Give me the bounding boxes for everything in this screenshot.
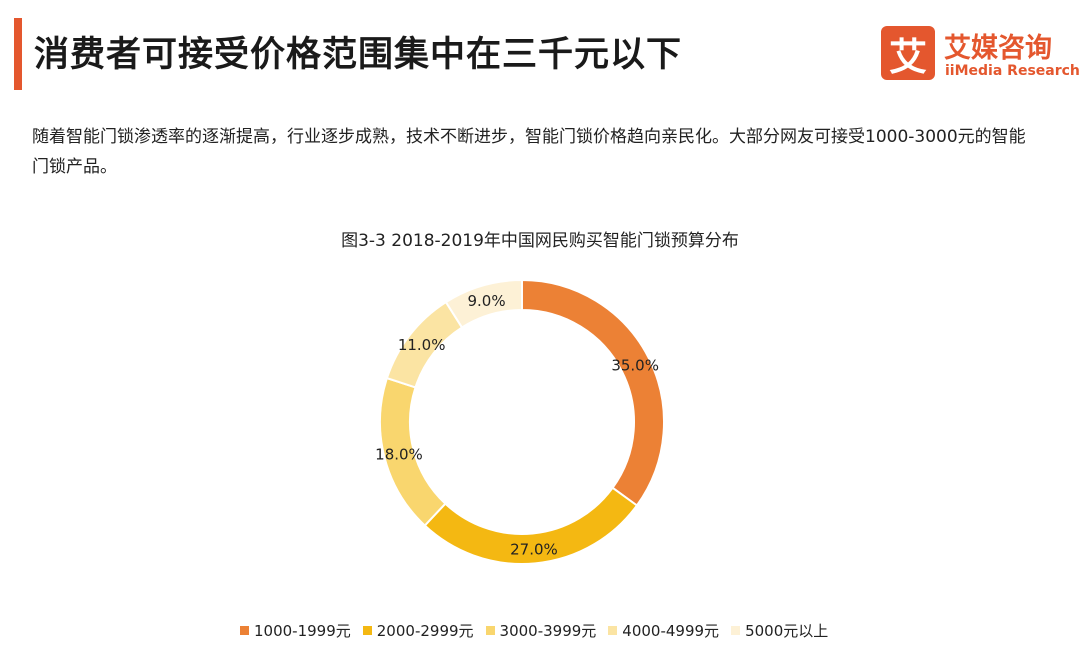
page-title: 消费者可接受价格范围集中在三千元以下 xyxy=(34,35,683,75)
legend-swatch xyxy=(362,626,372,635)
legend-swatch xyxy=(240,626,249,635)
chart-title: 图3-3 2018-2019年中国网民购买智能门锁预算分布 xyxy=(341,231,739,251)
slice-label-1: 35.0% xyxy=(611,356,659,374)
logo: 艾 艾媒咨询 iiMedia Research xyxy=(881,26,1080,82)
legend-label: 4000-4999元 xyxy=(622,622,720,640)
legend-label: 1000-1999元 xyxy=(254,622,351,640)
legend-label: 2000-2999元 xyxy=(376,622,474,640)
legend-item: 5000元以上 xyxy=(731,620,828,641)
legend-item: 4000-4999元 xyxy=(608,620,719,641)
slice-label-2: 27.0% xyxy=(510,540,558,558)
legend-label: 3000-3999元 xyxy=(499,622,597,640)
donut-slice-5 xyxy=(444,278,523,329)
logo-mark: 艾 xyxy=(881,26,935,80)
slice-label-3: 18.0% xyxy=(375,446,423,464)
title-accent-bar xyxy=(14,18,22,90)
logo-name-cn: 艾媒咨询 xyxy=(944,33,1052,64)
legend-item: 3000-3999元 xyxy=(485,620,597,641)
legend-swatch xyxy=(608,626,618,635)
donut-slice-1 xyxy=(521,278,665,507)
legend-item: 1000-1999元 xyxy=(240,620,351,641)
chart-legend: 1000-1999元 2000-2999元 3000-3999元 4000-4999元… xyxy=(240,620,828,641)
legend-label: 5000元以上 xyxy=(745,622,829,640)
legend-item: 2000-2999元 xyxy=(362,620,474,641)
description-text: 随着智能门锁渗透率的逐渐提高，行业逐步成熟，技术不断进步，智能门锁价格趋向亲民化… xyxy=(32,127,1026,177)
legend-swatch xyxy=(485,626,495,635)
legend-swatch xyxy=(731,626,741,635)
logo-name-en: iiMedia Research xyxy=(945,63,1080,79)
slice-label-4: 11.0% xyxy=(398,336,446,354)
slice-label-5: 9.0% xyxy=(468,292,506,310)
